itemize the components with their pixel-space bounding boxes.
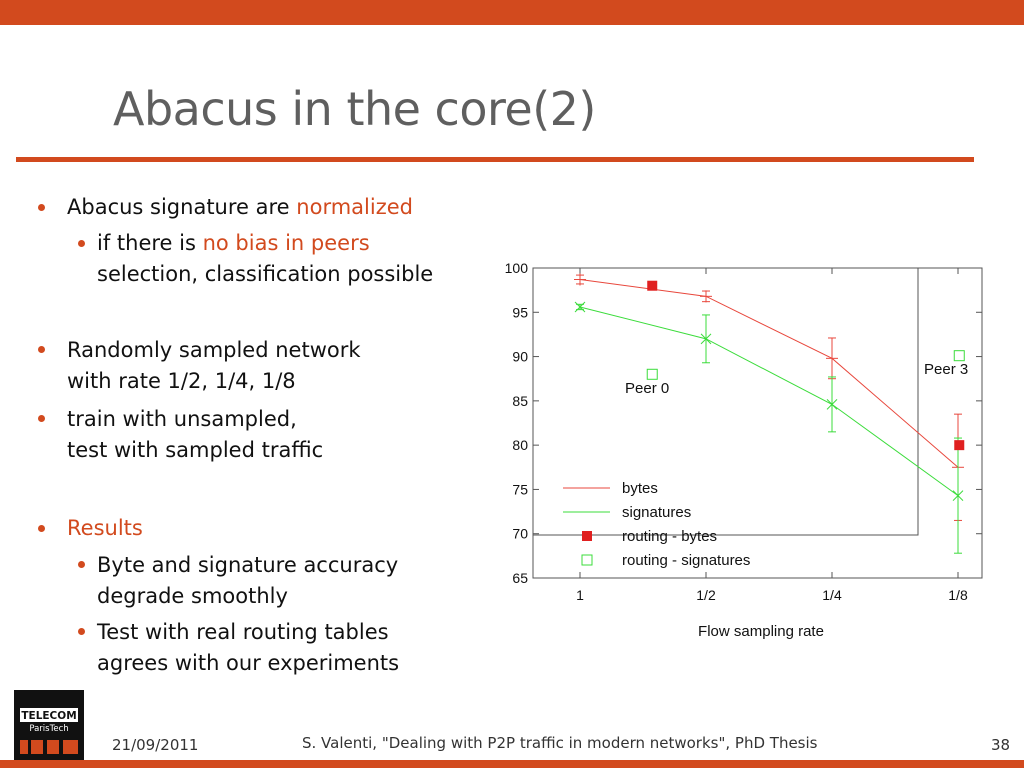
legend: bytes signatures routing - bytes routing - … xyxy=(563,480,750,569)
routing-bytes-point xyxy=(647,280,658,291)
sub-bullet-accuracy-line2: degrade smoothly xyxy=(97,584,288,608)
logo-icon: TELECOM ParisTech xyxy=(14,690,84,760)
series-group xyxy=(574,273,964,554)
sub-bullet-accuracy: Byte and signature accuracy xyxy=(97,553,399,577)
annotation-peer-3: Peer 3 xyxy=(924,361,968,378)
annotation-peer-0: Peer 0 xyxy=(625,380,669,397)
x-tick-label: 1/2 xyxy=(696,587,716,603)
data-point-cross xyxy=(574,301,586,313)
bullet-train-test-line2: test with sampled traffic xyxy=(67,438,324,462)
y-tick-label: 70 xyxy=(512,526,528,542)
bullet-dot xyxy=(38,346,45,353)
y-tick-label: 100 xyxy=(505,260,529,276)
bullet-abacus-signature: Abacus signature are normalized xyxy=(67,195,413,219)
routing-points xyxy=(646,280,965,451)
y-tick-label: 85 xyxy=(512,393,528,409)
x-axis: 1 1/2 1/4 1/8 xyxy=(576,268,968,603)
bottom-accent-bar xyxy=(0,760,1024,768)
sub-bullet-dot xyxy=(78,628,85,635)
x-axis-label: Flow sampling rate xyxy=(698,623,824,640)
inner-box xyxy=(532,267,919,536)
data-point-cross xyxy=(826,399,838,410)
y-axis: 65 70 75 80 85 90 95 100 xyxy=(505,260,982,586)
y-tick-label: 75 xyxy=(512,481,528,497)
footer-date: 21/09/2011 xyxy=(112,736,199,754)
sub-bullet-routing-line2: agrees with our experiments xyxy=(97,651,400,675)
sub-bullet-no-bias-line2: selection, classification possible xyxy=(97,262,434,286)
svg-text:TELECOM: TELECOM xyxy=(21,710,76,722)
footer-citation: S. Valenti, "Dealing with P2P traffic in… xyxy=(302,734,818,752)
sub-bullet-no-bias: if there is no bias in peers xyxy=(97,231,370,255)
y-tick-label: 65 xyxy=(512,570,528,586)
bullet-dot xyxy=(38,204,45,211)
x-tick-label: 1 xyxy=(576,587,584,603)
y-tick-label: 95 xyxy=(512,304,528,320)
y-tick-label: 90 xyxy=(512,349,528,365)
series-line-bytes xyxy=(579,279,959,468)
bullet-train-test: train with unsampled, xyxy=(67,407,297,431)
routing-bytes-point xyxy=(954,440,965,451)
bullet-results: Results xyxy=(67,516,143,540)
legend-label: bytes xyxy=(622,480,658,497)
y-tick-label: 80 xyxy=(512,437,528,453)
bullet-dot xyxy=(38,525,45,532)
legend-swatch-routing-signatures xyxy=(581,554,593,566)
telecom-paristech-logo: TELECOM ParisTech xyxy=(14,690,84,760)
sub-bullet-dot xyxy=(78,240,85,247)
legend-swatch-routing-bytes xyxy=(582,531,592,541)
legend-label: routing - bytes xyxy=(622,528,717,545)
routing-signatures-point xyxy=(646,368,658,380)
sub-bullet-dot xyxy=(78,561,85,568)
legend-label: routing - signatures xyxy=(622,552,750,569)
svg-text:ParisTech: ParisTech xyxy=(29,724,68,734)
highlight-no-bias: no bias in peers xyxy=(202,231,370,255)
sub-bullet-routing: Test with real routing tables xyxy=(97,620,389,644)
bullet-dot xyxy=(38,415,45,422)
title-underline xyxy=(16,157,974,162)
series-line-signatures xyxy=(579,306,959,497)
legend-label: signatures xyxy=(622,504,691,521)
slide-title: Abacus in the core(2) xyxy=(113,82,596,136)
x-tick-label: 1/4 xyxy=(822,587,842,603)
accuracy-chart: 65 70 75 80 85 90 95 100 1 1/2 1/4 1/8 Peer 0 Peer… xyxy=(505,260,983,640)
routing-signatures-point xyxy=(953,350,965,362)
bullet-randomly-sampled-line2: with rate 1/2, 1/4, 1/8 xyxy=(67,369,296,393)
data-point-cross xyxy=(700,333,712,345)
page-number: 38 xyxy=(991,736,1011,754)
x-tick-label: 1/8 xyxy=(948,587,968,603)
top-accent-bar xyxy=(0,0,1024,25)
highlight-normalized: normalized xyxy=(296,195,413,219)
data-point-cross xyxy=(952,490,964,501)
bullet-randomly-sampled: Randomly sampled network xyxy=(67,338,361,362)
plot-frame xyxy=(532,267,983,579)
